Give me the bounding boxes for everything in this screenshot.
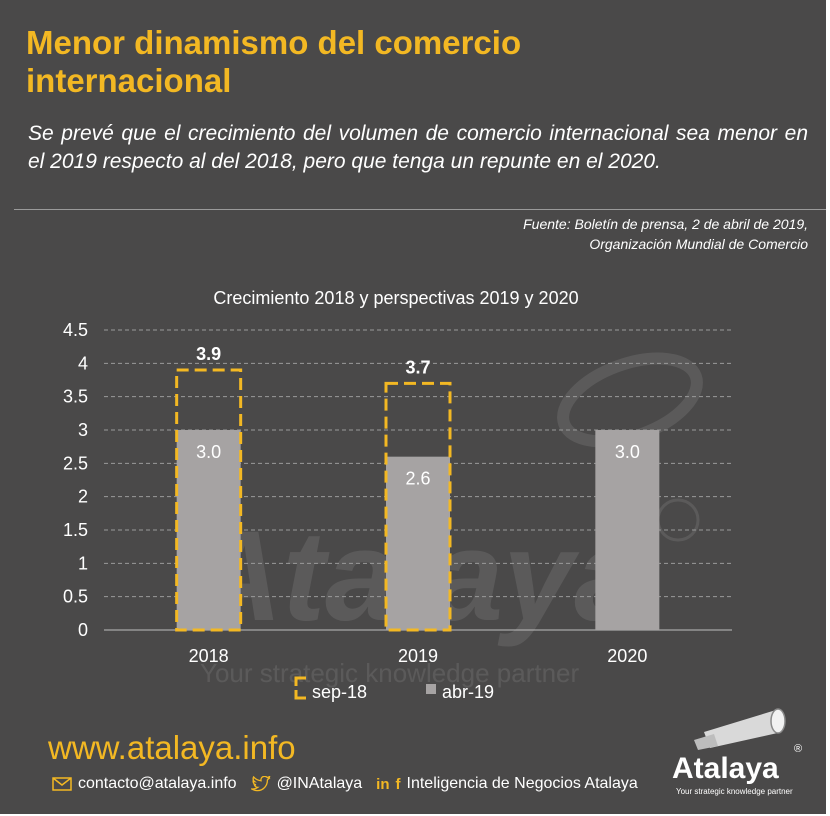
data-label-abr-19: 3.0	[615, 442, 640, 462]
x-axis: 2018 2019 2020	[189, 646, 648, 666]
y-tick-label: 2	[78, 487, 88, 507]
data-label-sep-18: 3.7	[405, 357, 430, 377]
chart-title: Crecimiento 2018 y perspectivas 2019 y 2…	[213, 288, 578, 308]
data-label-abr-19: 3.0	[196, 442, 221, 462]
bar-abr-19	[595, 430, 660, 630]
twitter-link[interactable]: @INAtalaya	[276, 775, 363, 792]
y-tick-label: 0.5	[63, 587, 88, 607]
envelope-icon	[52, 777, 72, 791]
source-line-2: Organización Mundial de Comercio	[589, 236, 808, 252]
data-label-sep-18: 3.9	[196, 344, 221, 364]
y-tick-label: 3	[78, 420, 88, 440]
legend-label-abr-19: abr-19	[442, 682, 494, 702]
legend-label-sep-18: sep-18	[312, 682, 367, 702]
divider	[14, 209, 826, 210]
y-tick-label: 1	[78, 553, 88, 573]
facebook-icon: f	[395, 775, 401, 793]
y-tick-label: 2.5	[63, 453, 88, 473]
contact-bar: contacto@atalaya.info @INAtalaya in f In…	[52, 772, 652, 796]
y-tick-label: 0	[78, 620, 88, 640]
bar-abr-19	[176, 430, 241, 630]
bar-chart: Atalaya Your strategic knowledge partner…	[63, 288, 732, 702]
bar-abr-19	[386, 456, 450, 630]
telescope-icon	[694, 708, 786, 750]
legend-swatch-sep-18	[294, 676, 306, 700]
email-link[interactable]: contacto@atalaya.info	[78, 775, 237, 792]
linkedin-icon: in	[376, 775, 390, 793]
x-tick-label: 2019	[398, 646, 438, 666]
linkedin-facebook-link[interactable]: Inteligencia de Negocios Atalaya	[406, 775, 638, 792]
watermark-tagline: Your strategic knowledge partner	[200, 658, 580, 688]
x-tick-label: 2020	[607, 646, 647, 666]
logo-name: Atalaya	[672, 752, 779, 785]
bar-sep-18	[384, 381, 452, 632]
source-line-1: Fuente: Boletín de prensa, 2 de abril de…	[523, 216, 808, 232]
page-subtitle: Se prevé que el crecimiento del volumen …	[28, 122, 808, 173]
y-tick-label: 1.5	[63, 520, 88, 540]
x-tick-label: 2018	[189, 646, 229, 666]
registered-mark: ®	[794, 743, 802, 755]
data-label-abr-19: 2.6	[405, 469, 430, 489]
atalaya-logo: Atalaya ® Your strategic knowledge partn…	[672, 708, 802, 796]
website-link[interactable]: www.atalaya.info	[48, 729, 296, 766]
y-axis: 0 0.5 1 1.5 2 2.5 3 3.5 4 4.5	[63, 320, 88, 640]
source-note: Fuente: Boletín de prensa, 2 de abril de…	[308, 214, 808, 254]
y-tick-label: 4	[78, 353, 88, 373]
y-tick-label: 4.5	[63, 320, 88, 340]
twitter-icon	[250, 776, 270, 792]
legend: sep-18 abr-19	[294, 676, 494, 702]
logo-tagline: Your strategic knowledge partner	[676, 787, 793, 796]
legend-swatch-abr-19	[426, 684, 436, 694]
bars: 3.0 3.9 2.6 3.7 3.0	[175, 344, 660, 632]
y-tick-label: 3.5	[63, 387, 88, 407]
page-title: Menor dinamismo del comercio internacion…	[26, 24, 522, 99]
